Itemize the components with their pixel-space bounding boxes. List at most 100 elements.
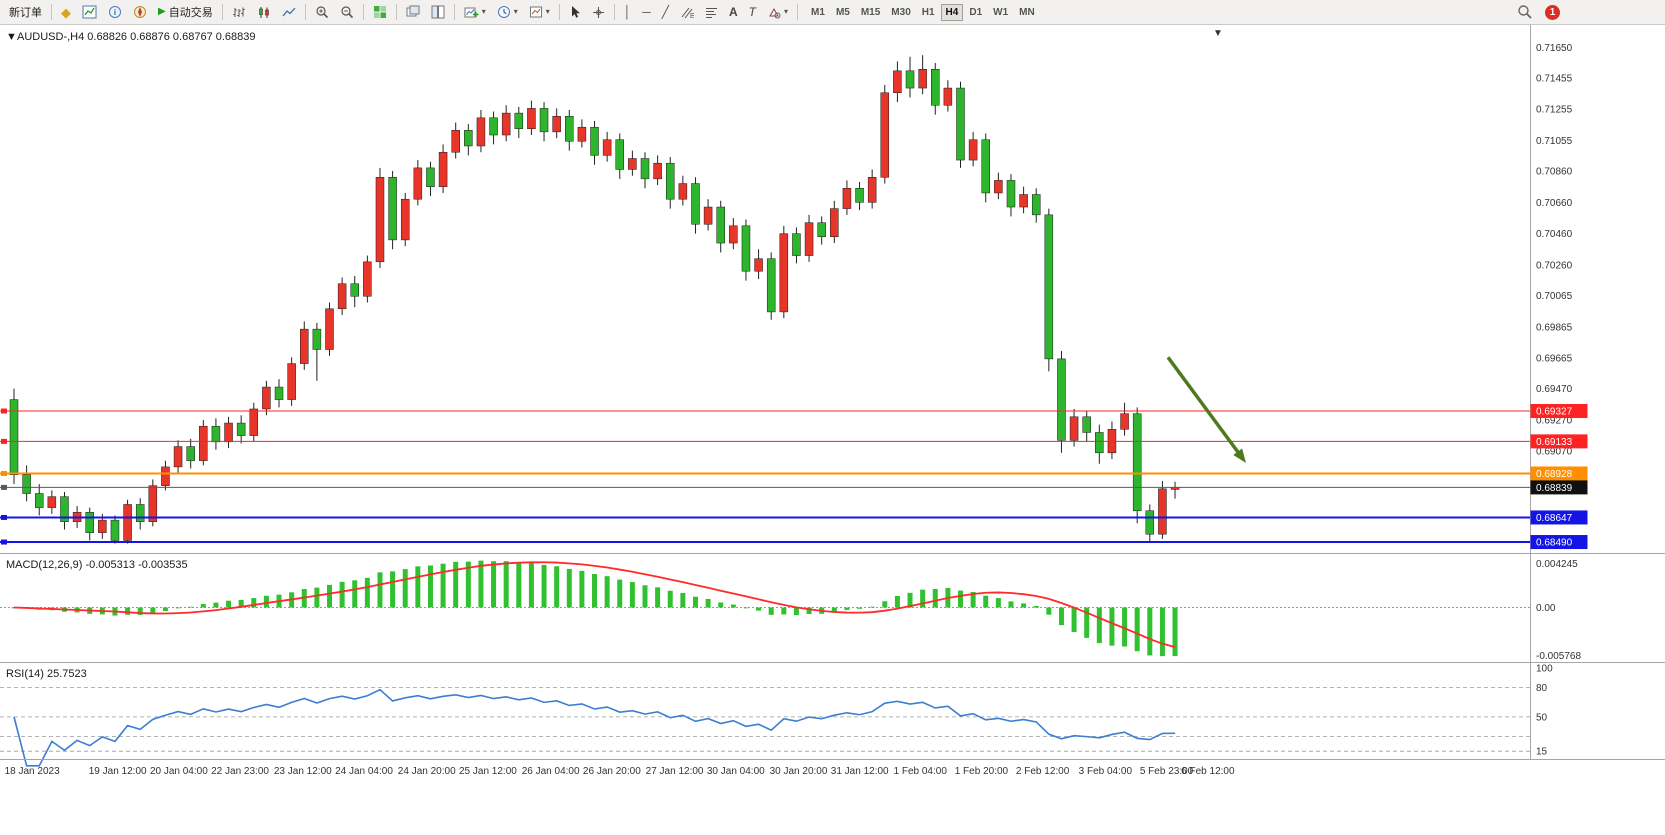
macd-histogram-bar (125, 607, 131, 615)
macd-histogram-bar (995, 598, 1001, 608)
macd-histogram-bar (642, 585, 648, 608)
channel-tool-button[interactable]: E (675, 2, 699, 23)
macd-histogram-bar (377, 572, 383, 608)
macd-histogram-bar (806, 607, 812, 615)
add-indicator-button[interactable]: ▾ (459, 2, 491, 23)
chart-canvas[interactable]: 0.71650 0.71455 0.71255 0.71055 0.70860 0.706… (0, 25, 1665, 781)
notification-badge[interactable]: 1 (1545, 4, 1560, 20)
zoom-in-button[interactable] (310, 2, 334, 23)
macd-histogram-bar (617, 579, 623, 608)
svg-text:0.68928: 0.68928 (1536, 469, 1573, 480)
autotrading-button[interactable]: ▶ 自动交易 (153, 2, 218, 23)
templates-button[interactable]: ▾ (524, 2, 555, 23)
zoom-out-button[interactable] (335, 2, 359, 23)
candle (665, 156, 675, 209)
data-window-button[interactable]: i (103, 2, 127, 23)
bid-price-line[interactable] (0, 484, 1530, 490)
time-axis[interactable]: 18 Jan 2023 19 Jan 12:00 20 Jan 04:00 22 Ja… (5, 766, 1235, 777)
timeframe-button-m5[interactable]: M5 (835, 6, 850, 18)
macd-histogram-bar (958, 590, 963, 608)
svg-text:0.68839: 0.68839 (1536, 483, 1573, 494)
timeframe-button-mn[interactable]: MN (1019, 6, 1035, 18)
line-left-marker (1, 470, 7, 476)
candle (615, 133, 625, 179)
symbol-dropdown-icon[interactable]: ▼ (6, 31, 17, 43)
label-tool-icon: T (748, 5, 757, 19)
line-chart-button[interactable] (277, 2, 301, 23)
search-button[interactable] (1512, 2, 1538, 23)
timeframe-button-m1[interactable]: M1 (811, 6, 825, 18)
horizontal-line-tool-button[interactable]: ─ (637, 2, 656, 23)
candle (148, 479, 158, 527)
candle (703, 199, 713, 231)
quotes-button[interactable]: ◆ (56, 2, 76, 23)
toolbar-separator (613, 4, 615, 20)
macd-histogram-bar (1134, 607, 1140, 652)
tile-vertical-button[interactable] (426, 2, 450, 23)
toolbar-separator (453, 4, 455, 20)
rsi-axis-label: 50 (1536, 712, 1548, 723)
candlestick-chart-button[interactable] (252, 2, 276, 23)
periods-button[interactable]: ▾ (492, 2, 523, 23)
navigator-button[interactable] (128, 2, 152, 23)
trendline-icon: ╱ (661, 5, 669, 19)
candle (1145, 504, 1155, 543)
support-line-blue-1[interactable] (0, 514, 1530, 520)
crosshair-button[interactable] (587, 2, 610, 23)
timeframe-button-d1[interactable]: D1 (969, 6, 983, 18)
trendline-tool-button[interactable]: ╱ (657, 2, 674, 23)
autotrading-label: 自动交易 (168, 7, 213, 19)
timeframe-button-w1[interactable]: W1 (993, 6, 1009, 18)
candle (552, 108, 561, 139)
candlestick-chart-icon (258, 6, 269, 18)
support-line-orange[interactable] (0, 470, 1530, 476)
shapes-tool-button[interactable]: ▾ (762, 2, 793, 23)
macd-histogram-bar (150, 607, 156, 614)
candle (867, 169, 877, 209)
timeframe-button-m15[interactable]: M15 (860, 6, 881, 18)
candle (451, 122, 460, 159)
cascade-windows-button[interactable] (401, 2, 425, 23)
candle (792, 227, 801, 264)
cursor-button[interactable] (564, 2, 586, 23)
timeframe-button-h4[interactable]: H4 (940, 3, 964, 21)
timeframe-button-m30[interactable]: M30 (891, 6, 911, 18)
bar-chart-button[interactable] (227, 2, 251, 23)
macd-histogram-bar (263, 595, 269, 608)
text-tool-button[interactable]: A (724, 2, 743, 23)
line-left-marker (1, 539, 7, 545)
support-line-blue-2[interactable] (0, 539, 1530, 545)
candle (85, 507, 94, 541)
macd-histogram-bar (453, 561, 459, 608)
price-axis-label: 0.71650 (1536, 43, 1573, 54)
candle (817, 216, 826, 245)
candle (464, 124, 473, 156)
macd-histogram-bar (667, 590, 673, 608)
resistance-line-1[interactable] (0, 408, 1530, 414)
diamond-icon: ◆ (61, 4, 71, 20)
time-axis-label: 6 Feb 12:00 (1181, 766, 1235, 777)
candle (287, 357, 296, 406)
price-axis-label: 0.69865 (1536, 322, 1573, 333)
label-tool-button[interactable]: T (744, 2, 761, 23)
candle (337, 277, 347, 316)
chart-shift-marker[interactable]: ▼ (1213, 28, 1223, 39)
candle (476, 109, 486, 153)
timeframe-button-h1[interactable]: H1 (921, 6, 935, 18)
trend-arrow-annotation[interactable] (1166, 356, 1246, 463)
resistance-line-2[interactable] (0, 438, 1530, 444)
tile-windows-button[interactable] (368, 2, 392, 23)
fibonacci-tool-button[interactable] (700, 2, 723, 23)
svg-text:0.69327: 0.69327 (1536, 407, 1573, 418)
candle (236, 415, 246, 444)
dropdown-caret-icon: ▾ (481, 7, 486, 16)
candle (1095, 424, 1104, 464)
macd-histogram-bar (541, 564, 547, 608)
macd-histogram-bar (970, 591, 976, 608)
market-watch-button[interactable] (77, 2, 102, 23)
new-order-button[interactable]: 新订单 (4, 2, 47, 23)
toolbar-separator (395, 4, 397, 20)
candle (893, 61, 902, 103)
candle (943, 80, 953, 112)
vertical-line-tool-button[interactable]: │ (619, 2, 637, 23)
